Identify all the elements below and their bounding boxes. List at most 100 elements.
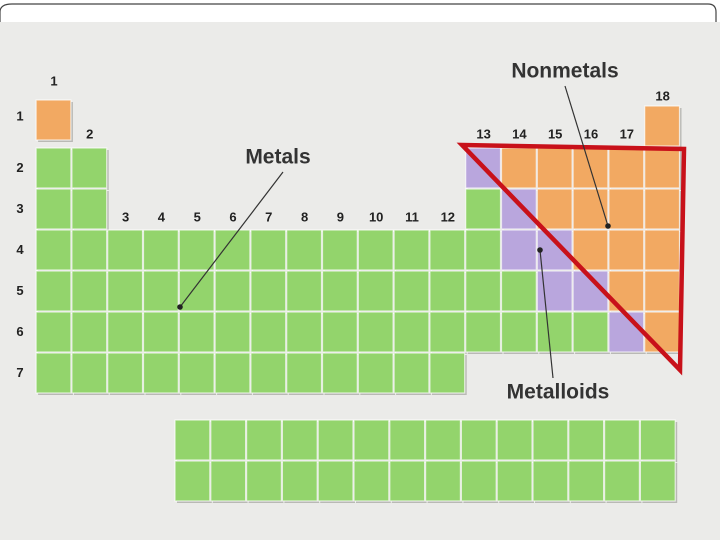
period-number: 3 <box>16 201 23 216</box>
cell <box>214 270 251 312</box>
cell <box>644 105 681 147</box>
cell <box>178 229 215 271</box>
group-number: 11 <box>405 209 419 224</box>
cell <box>357 270 394 312</box>
group-number: 7 <box>265 209 272 224</box>
cell <box>35 99 72 141</box>
group-number: 14 <box>512 126 527 141</box>
cell <box>321 311 358 353</box>
group-number: 18 <box>655 88 669 103</box>
cell <box>500 311 537 353</box>
cell <box>250 352 287 394</box>
cell <box>321 270 358 312</box>
cell <box>35 147 72 189</box>
period-number: 2 <box>16 160 23 175</box>
cell <box>174 419 211 461</box>
cell <box>500 147 537 189</box>
cell <box>393 311 430 353</box>
cell <box>500 229 537 271</box>
cell <box>639 460 676 502</box>
cell <box>357 229 394 271</box>
group-number: 12 <box>441 209 455 224</box>
group-number: 10 <box>369 209 383 224</box>
cell <box>353 460 390 502</box>
cell <box>393 229 430 271</box>
group-number: 6 <box>229 209 236 224</box>
cell <box>608 188 645 230</box>
cell <box>429 352 466 394</box>
slide-frame <box>0 3 717 22</box>
period-number: 4 <box>16 242 24 257</box>
group-number: 13 <box>476 126 490 141</box>
cell <box>389 460 426 502</box>
group-number: 2 <box>86 126 93 141</box>
cell <box>532 460 569 502</box>
cell <box>35 229 72 271</box>
cell <box>603 419 640 461</box>
cell <box>35 270 72 312</box>
period-number: 5 <box>16 283 23 298</box>
cell <box>608 229 645 271</box>
group-number: 3 <box>122 209 129 224</box>
nonmetals-label: Nonmetals <box>511 60 618 83</box>
cell <box>317 460 354 502</box>
group-number: 5 <box>194 209 201 224</box>
cell <box>107 270 144 312</box>
cell <box>286 270 323 312</box>
cell <box>317 419 354 461</box>
cell <box>500 188 537 230</box>
cell <box>178 311 215 353</box>
cell <box>603 460 640 502</box>
cell <box>210 419 247 461</box>
cell <box>460 419 497 461</box>
cell <box>425 460 462 502</box>
cell <box>536 311 573 353</box>
cell <box>500 270 537 312</box>
cell <box>568 419 605 461</box>
cell <box>250 270 287 312</box>
cell <box>246 460 283 502</box>
cell <box>71 270 108 312</box>
cell <box>321 352 358 394</box>
cell <box>357 311 394 353</box>
cell <box>644 188 681 230</box>
cell <box>107 352 144 394</box>
cell <box>250 229 287 271</box>
cell <box>286 229 323 271</box>
cell <box>214 229 251 271</box>
metals-pointer <box>179 171 284 308</box>
cell <box>321 229 358 271</box>
cell <box>71 188 108 230</box>
cell <box>35 311 72 353</box>
cells <box>35 99 682 503</box>
cell <box>71 352 108 394</box>
cell <box>35 188 72 230</box>
metalloids-label: Metalloids <box>507 381 610 404</box>
cell <box>608 311 645 353</box>
cell <box>644 147 681 189</box>
group-number: 17 <box>620 126 634 141</box>
cell <box>460 460 497 502</box>
cell <box>465 270 502 312</box>
group-number: 8 <box>301 209 308 224</box>
cell <box>644 311 681 353</box>
cell <box>142 311 179 353</box>
cell <box>532 419 569 461</box>
nonmetal-triangle <box>456 142 687 376</box>
cell <box>536 147 573 189</box>
cell <box>389 419 426 461</box>
group-number: 16 <box>584 126 598 141</box>
cell <box>536 188 573 230</box>
cell <box>608 147 645 189</box>
cell <box>142 270 179 312</box>
cell <box>465 311 502 353</box>
cell <box>572 311 609 353</box>
cell <box>429 311 466 353</box>
cell <box>393 352 430 394</box>
group-number: 1 <box>50 73 57 88</box>
cell <box>496 460 533 502</box>
cell <box>496 419 533 461</box>
metalloids-dot <box>537 247 543 253</box>
